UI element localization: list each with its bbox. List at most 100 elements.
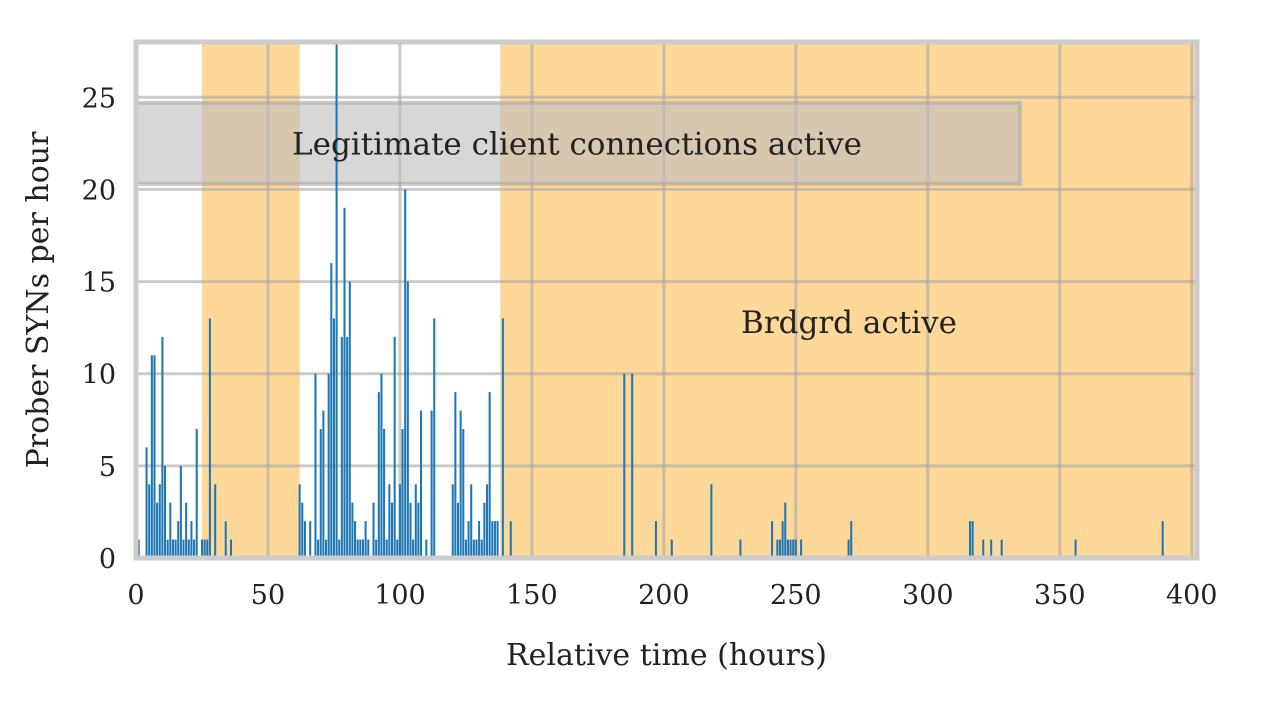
bar (509, 521, 512, 558)
x-tick-label: 400 (1166, 580, 1218, 611)
bar (968, 521, 972, 558)
bar (781, 521, 784, 558)
bar (182, 539, 185, 558)
bar (193, 539, 196, 558)
bar (459, 410, 462, 558)
bar (433, 318, 436, 558)
bar (150, 355, 153, 558)
y-tick-label: 25 (82, 83, 116, 114)
bar (348, 281, 351, 558)
bar (488, 392, 491, 558)
legit-connections-band (134, 100, 1023, 186)
bar (190, 521, 193, 558)
x-tick-label: 250 (770, 580, 822, 611)
bar (325, 539, 328, 558)
bar (982, 539, 985, 558)
bar (784, 502, 787, 558)
bar (375, 539, 378, 558)
bar (338, 539, 341, 558)
legit-connections-box (134, 100, 1023, 186)
bar (390, 502, 394, 558)
bar (771, 521, 774, 558)
bar (354, 521, 357, 558)
bar (385, 539, 388, 558)
bar (420, 410, 423, 558)
bar (203, 539, 206, 558)
bar (137, 539, 140, 558)
bar (480, 539, 483, 558)
bar (153, 355, 156, 558)
bar (317, 539, 320, 558)
bar (351, 502, 354, 558)
bar (990, 539, 993, 558)
bar (161, 336, 164, 558)
bar (322, 410, 325, 558)
bar (356, 539, 359, 558)
bar (158, 484, 161, 558)
bar (401, 429, 404, 558)
bar (195, 429, 198, 558)
bar (1074, 539, 1077, 558)
bar (177, 521, 180, 558)
bar (794, 539, 797, 558)
bar (367, 539, 370, 558)
bar (393, 336, 396, 558)
bar (174, 539, 177, 558)
bar (364, 521, 367, 558)
bar-series (137, 42, 1164, 558)
bar (314, 373, 317, 558)
bar (789, 539, 792, 558)
bar (301, 502, 304, 558)
bar (491, 521, 494, 558)
bar (623, 373, 626, 558)
bar (206, 539, 209, 558)
bar (148, 484, 151, 558)
bar (171, 539, 174, 558)
bar (388, 484, 391, 558)
bar (467, 521, 470, 558)
y-tick-label: 0 (99, 544, 116, 575)
bar (396, 539, 399, 558)
bar (309, 521, 312, 558)
x-tick-labels: 0 50 100 150 200 250 300 350 400 (127, 580, 1217, 611)
bar (169, 502, 172, 558)
bar (792, 539, 795, 558)
bar (850, 521, 853, 558)
bar (483, 502, 486, 558)
bar (417, 502, 420, 558)
bar (406, 281, 409, 558)
bar (1161, 521, 1164, 558)
bar (377, 392, 380, 558)
y-tick-label: 15 (82, 268, 116, 299)
bar (409, 502, 412, 558)
bar (319, 429, 322, 558)
bar (971, 521, 974, 558)
bar (430, 410, 433, 558)
bar (214, 484, 217, 558)
x-tick-label: 50 (251, 580, 285, 611)
bar (472, 539, 475, 558)
bar (475, 539, 478, 558)
bar (670, 539, 673, 558)
bar (414, 484, 417, 558)
bar (164, 465, 167, 558)
bar (303, 521, 306, 558)
bar (412, 539, 415, 558)
bar (398, 484, 401, 558)
bar (654, 521, 657, 558)
bar (166, 539, 169, 558)
y-axis-label: Prober SYNs per hour (21, 131, 56, 469)
bar (456, 502, 460, 558)
bar (187, 539, 190, 558)
x-tick-label: 350 (1034, 580, 1086, 611)
bar (361, 539, 365, 558)
bar (478, 521, 481, 558)
bar (739, 539, 742, 558)
bar (200, 539, 204, 558)
bar (496, 521, 499, 558)
bar (1000, 539, 1003, 558)
bar (485, 484, 489, 558)
bar (330, 263, 333, 558)
bar (425, 539, 428, 558)
